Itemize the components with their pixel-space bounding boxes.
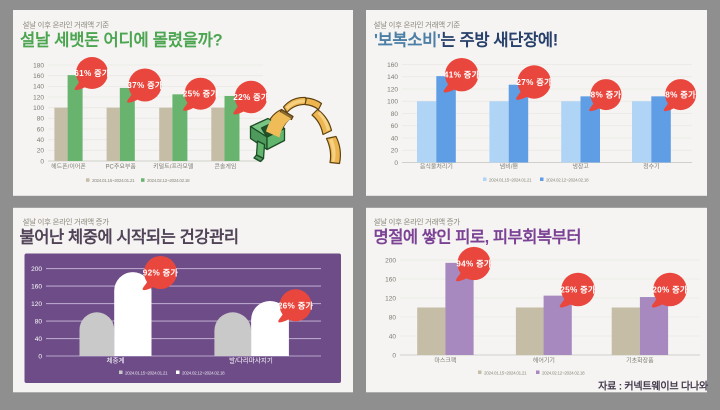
svg-text:명절에 쌓인 피로, 피부회복부터: 명절에 쌓인 피로, 피부회복부터 xyxy=(374,226,582,246)
svg-text:2024.02.12~2024.02.18: 2024.02.12~2024.02.18 xyxy=(147,178,190,183)
svg-text:25% 증가: 25% 증가 xyxy=(560,284,596,294)
svg-text:140: 140 xyxy=(387,74,398,81)
svg-text:음식물처리기: 음식물처리기 xyxy=(420,163,453,171)
svg-text:100: 100 xyxy=(387,99,398,106)
svg-text:설날 이후 온라인 거래액 기준: 설날 이후 온라인 거래액 기준 xyxy=(23,19,110,29)
svg-text:94% 증가: 94% 증가 xyxy=(456,258,492,268)
svg-text:60: 60 xyxy=(391,123,399,130)
svg-text:200: 200 xyxy=(385,257,396,264)
svg-text:헤어기기: 헤어기기 xyxy=(533,357,555,365)
svg-text:37% 증가: 37% 증가 xyxy=(127,80,163,90)
svg-text:40: 40 xyxy=(389,333,397,340)
svg-text:20: 20 xyxy=(37,148,45,155)
svg-text:헤드폰/이어폰: 헤드폰/이어폰 xyxy=(51,163,86,171)
svg-text:40: 40 xyxy=(391,135,399,142)
svg-text:20: 20 xyxy=(391,148,399,155)
svg-text:마스크팩: 마스크팩 xyxy=(434,357,456,365)
svg-text:22% 증가: 22% 증가 xyxy=(233,92,269,102)
svg-text:자료 : 커넥트웨이브 다나와: 자료 : 커넥트웨이브 다나와 xyxy=(598,380,709,393)
svg-text:80: 80 xyxy=(37,116,45,123)
svg-text:정수기: 정수기 xyxy=(643,163,660,171)
svg-text:160: 160 xyxy=(387,62,398,69)
svg-text:설날 이후 온라인 거래액 증가: 설날 이후 온라인 거래액 증가 xyxy=(23,216,110,226)
svg-text:0: 0 xyxy=(40,158,44,165)
svg-text:120: 120 xyxy=(387,86,398,93)
svg-text:41% 증가: 41% 증가 xyxy=(444,70,480,80)
svg-text:PC주요부품: PC주요부품 xyxy=(105,164,136,171)
svg-text:8% 증가: 8% 증가 xyxy=(591,90,622,100)
svg-text:기초화장품: 기초화장품 xyxy=(626,357,654,365)
svg-text:불어난 체중에 시작되는 건강관리: 불어난 체중에 시작되는 건강관리 xyxy=(20,227,239,246)
svg-text:200: 200 xyxy=(31,266,42,273)
svg-text:140: 140 xyxy=(33,84,44,91)
svg-text:40: 40 xyxy=(35,336,43,343)
svg-text:'보복소비'는 주방 새단장에!: '보복소비'는 주방 새단장에! xyxy=(374,31,558,50)
svg-text:2024.02.12~2024.02.18: 2024.02.12~2024.02.18 xyxy=(182,371,225,376)
svg-text:설날 세뱃돈 어디에 몰렸을까?: 설날 세뱃돈 어디에 몰렸을까? xyxy=(20,31,223,50)
svg-text:냄비/팬: 냄비/팬 xyxy=(500,163,519,171)
svg-text:40: 40 xyxy=(37,137,45,144)
svg-text:120: 120 xyxy=(385,295,396,302)
svg-text:92% 증가: 92% 증가 xyxy=(143,267,179,277)
svg-text:80: 80 xyxy=(35,318,43,325)
svg-text:0: 0 xyxy=(392,352,396,359)
svg-text:25% 증가: 25% 증가 xyxy=(183,89,219,99)
svg-text:160: 160 xyxy=(385,276,396,283)
svg-text:2024.01.15~2024.01.21: 2024.01.15~2024.01.21 xyxy=(484,371,527,376)
svg-text:콘솔게임: 콘솔게임 xyxy=(214,163,236,171)
svg-text:0: 0 xyxy=(38,353,42,360)
svg-text:160: 160 xyxy=(31,283,42,290)
svg-text:2024.01.15~2024.01.21: 2024.01.15~2024.01.21 xyxy=(489,178,532,183)
svg-text:0: 0 xyxy=(394,160,398,167)
svg-text:80: 80 xyxy=(391,111,399,118)
svg-text:61% 증가: 61% 증가 xyxy=(74,68,110,78)
svg-text:120: 120 xyxy=(33,94,44,101)
svg-text:2024.01.15~2024.01.21: 2024.01.15~2024.01.21 xyxy=(92,178,135,183)
svg-text:180: 180 xyxy=(33,62,44,69)
svg-text:60: 60 xyxy=(37,126,45,133)
svg-text:120: 120 xyxy=(31,301,42,308)
svg-text:160: 160 xyxy=(33,73,44,80)
svg-text:냉장고: 냉장고 xyxy=(572,163,589,171)
svg-text:100: 100 xyxy=(33,105,44,112)
svg-text:설날 이후 온라인 거래액 증가: 설날 이후 온라인 거래액 증가 xyxy=(374,216,461,226)
svg-text:27% 증가: 27% 증가 xyxy=(516,77,552,87)
svg-text:키덜트/프라모델: 키덜트/프라모델 xyxy=(153,163,194,171)
svg-text:2024.02.12~2024.02.18: 2024.02.12~2024.02.18 xyxy=(542,371,585,376)
svg-text:20% 증가: 20% 증가 xyxy=(652,284,688,294)
svg-text:80: 80 xyxy=(389,314,397,321)
svg-text:설날 이후 온라인 거래액 기준: 설날 이후 온라인 거래액 기준 xyxy=(374,19,461,29)
svg-text:26% 증가: 26% 증가 xyxy=(278,300,314,310)
svg-text:8% 증가: 8% 증가 xyxy=(665,90,696,100)
svg-text:2024.01.15~2024.01.21: 2024.01.15~2024.01.21 xyxy=(125,371,168,376)
svg-text:2024.02.12~2024.02.18: 2024.02.12~2024.02.18 xyxy=(546,178,589,183)
svg-text:발/다리마사지기: 발/다리마사지기 xyxy=(229,356,273,365)
svg-text:체중계: 체중계 xyxy=(107,356,125,365)
